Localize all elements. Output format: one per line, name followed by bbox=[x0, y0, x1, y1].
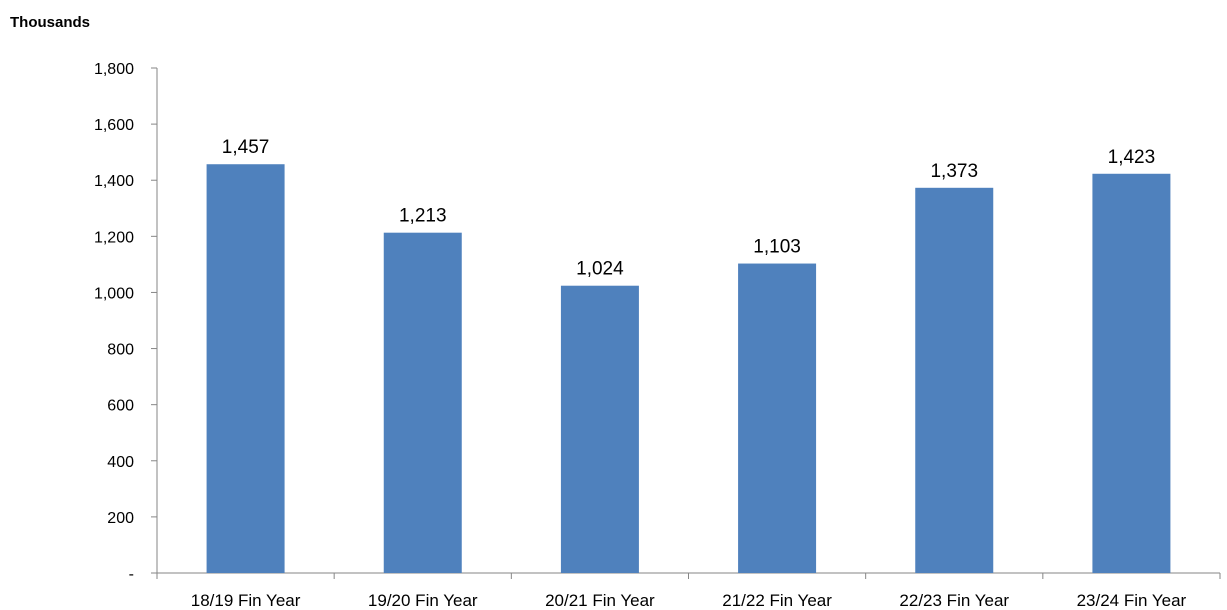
y-tick-label: 200 bbox=[107, 510, 134, 527]
y-tick-label: 1,000 bbox=[94, 285, 134, 302]
x-axis: 18/19 Fin Year 19/20 Fin Year 20/21 Fin Ye… bbox=[156, 572, 1221, 610]
bar bbox=[1092, 173, 1171, 573]
data-label: 1,373 bbox=[930, 161, 978, 182]
x-tick-label: 21/22 Fin Year bbox=[722, 591, 832, 610]
data-label: 1,457 bbox=[222, 137, 270, 158]
data-label: 1,213 bbox=[399, 206, 447, 227]
unit-label: Thousands bbox=[10, 14, 91, 31]
data-label: 1,423 bbox=[1108, 147, 1156, 168]
x-tick-label: 19/20 Fin Year bbox=[368, 591, 478, 610]
data-label: 1,024 bbox=[576, 259, 624, 280]
y-axis: - 200 400 600 800 1,000 1,200 1,400 1,600 1,800 bbox=[94, 61, 158, 583]
bar bbox=[560, 285, 639, 573]
bar bbox=[383, 232, 462, 574]
y-tick-label: 1,800 bbox=[94, 61, 134, 78]
x-tick-label: 20/21 Fin Year bbox=[545, 591, 655, 610]
y-tick-label: 600 bbox=[107, 398, 134, 415]
x-tick-label: 18/19 Fin Year bbox=[191, 591, 301, 610]
y-tick-label: - bbox=[129, 566, 134, 583]
data-label: 1,103 bbox=[753, 237, 801, 258]
bars bbox=[206, 164, 1171, 574]
y-tick-label: 1,600 bbox=[94, 117, 134, 134]
bar bbox=[915, 187, 994, 573]
bar bbox=[206, 164, 285, 573]
data-labels: 1,457 1,213 1,024 1,103 1,373 1,423 bbox=[222, 137, 1155, 279]
y-tick-label: 1,200 bbox=[94, 229, 134, 246]
y-tick-label: 1,400 bbox=[94, 173, 134, 190]
y-tick-label: 400 bbox=[107, 454, 134, 471]
x-tick-label: 23/24 Fin Year bbox=[1077, 591, 1187, 610]
bar bbox=[738, 263, 817, 573]
y-tick-label: 800 bbox=[107, 342, 134, 359]
x-tick-label: 22/23 Fin Year bbox=[899, 591, 1009, 610]
